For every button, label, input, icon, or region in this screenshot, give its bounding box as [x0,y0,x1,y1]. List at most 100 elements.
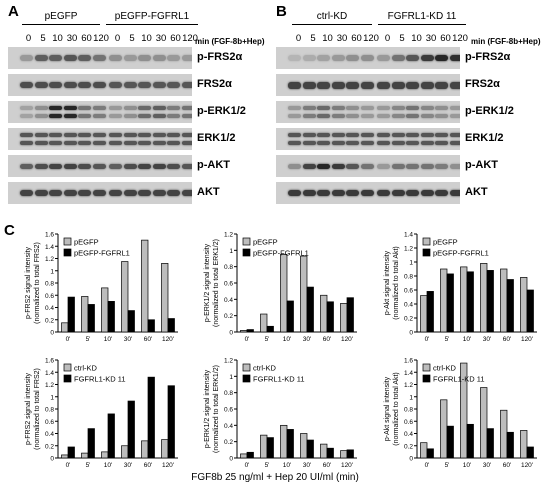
blot-band [109,82,122,88]
blot-band [92,164,106,169]
blot-band [167,114,180,118]
y-tick-label: 1.2 [224,358,233,365]
blot-band [34,82,48,88]
group-line [292,24,372,25]
blot-band [63,133,77,137]
blot-band [78,133,91,137]
bar [127,400,135,459]
bar [286,300,294,333]
blot-band [20,190,33,196]
blot-band [49,141,62,145]
legend-swatch [242,374,251,383]
blot-band [109,114,122,118]
x-tick-label: 120' [162,336,174,343]
bar [466,271,474,333]
bar [167,318,175,333]
y-tick-label: 1.4 [45,370,54,377]
blot-band [331,82,345,89]
y-tick-label: 0 [50,456,54,463]
group-label-pegfp-fgfrl1: pEGFP-FGFRL1 [114,11,190,22]
bar [87,304,95,333]
blot-band [346,106,359,110]
y-axis-label: p-Akt signal intensity [384,376,391,441]
blot-band [181,133,192,137]
blot-band [346,141,359,145]
bar [506,431,514,459]
x-tick-label: 60' [144,336,152,343]
blot-band [449,106,460,110]
blot-band [109,190,122,196]
blot-band [20,55,33,61]
timepoint-label: 30 [425,33,437,44]
bar [246,329,254,333]
blot-band [49,106,62,110]
y-tick-label: 1.6 [45,358,54,365]
x-tick-label: 0' [245,336,250,343]
blot-band [377,106,390,110]
blot-band [34,106,48,110]
x-tick-label: 5' [86,462,91,469]
bar [420,295,428,333]
bar [147,319,155,333]
bar [266,325,274,333]
blot-band [20,133,33,137]
legend-swatch [63,237,72,246]
blot-band [377,141,390,145]
blot-band [391,164,405,169]
timepoint-label: 5 [310,33,316,44]
western-blot-strip [276,155,460,177]
blot-band [377,82,390,89]
legend-swatch [422,248,431,257]
bar [87,428,95,459]
bar [420,442,428,459]
legend-label: pEGFP [253,238,278,247]
blot-band [331,55,345,61]
blot-band [302,190,316,196]
bar [500,268,508,333]
blot-band [152,114,166,118]
legend-swatch [242,363,251,372]
blot-band [123,164,137,169]
bar [426,291,434,333]
blot-band [78,82,91,88]
y-tick-label: 0.6 [224,407,233,414]
blot-band [288,190,301,196]
western-blot-strip [8,47,192,69]
blot-band [360,106,374,110]
bar [440,268,448,333]
y-axis-label: p-ERK1/2 signal intensity [204,243,211,322]
blot-band [167,164,180,169]
blot-band [288,55,301,61]
blot-band [360,82,374,89]
legend-label: FGFRL1-KD 11 [253,375,305,384]
blot-band [360,164,374,169]
blot-band [391,82,405,89]
y-tick-label: 1.4 [45,244,54,251]
blot-band [406,141,419,145]
bar [460,266,468,333]
x-tick-label: 10' [283,336,291,343]
bar [300,255,308,333]
timepoint-label: 60 [81,33,92,44]
timepoint-label: 120 [182,33,198,44]
blot-band [377,55,390,61]
x-tick-label: 0' [425,336,430,343]
blot-band [331,114,345,118]
bar [240,453,248,459]
blot-band [49,114,62,118]
bar [340,450,348,459]
blot-band [63,164,77,169]
y-tick-label: 1.2 [224,232,233,239]
blot-band [302,82,316,89]
y-tick-label: 1 [409,260,413,267]
group-line [22,24,100,25]
blot-band [152,133,166,137]
blot-band [391,190,405,196]
min-label-b: min (FGF-8b+Hep) [471,37,541,46]
x-tick-label: 30' [303,336,311,343]
western-blot-strip [276,182,460,204]
blot-label: p-FRS2α [465,51,511,63]
blot-band [63,106,77,110]
blot-band [360,133,374,137]
blot-band [420,190,434,196]
